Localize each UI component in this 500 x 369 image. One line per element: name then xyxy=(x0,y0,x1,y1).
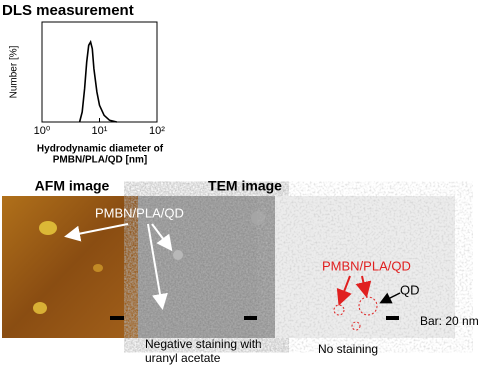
highlight xyxy=(351,321,361,331)
arrow xyxy=(379,292,401,304)
highlight xyxy=(333,304,345,316)
scale-bar xyxy=(386,316,399,320)
scale-label: Bar: 20 nm xyxy=(420,314,479,328)
caption: No staining xyxy=(318,342,378,356)
x-tick-label: 10² xyxy=(149,125,165,137)
panel-title: AFM image xyxy=(35,178,110,194)
x-tick-label: 10¹ xyxy=(92,125,108,137)
y-axis-label: Number [%] xyxy=(9,45,20,98)
tem-plain-panel: No staining xyxy=(275,196,455,356)
scale-bar xyxy=(110,316,124,320)
tem-particle xyxy=(173,250,183,260)
scale-bar xyxy=(244,316,257,320)
panel-title: TEM image xyxy=(208,178,282,194)
line xyxy=(78,39,117,123)
afm-particle xyxy=(39,221,57,235)
caption: uranyl acetate xyxy=(145,351,221,365)
chart-title: DLS measurement xyxy=(2,2,134,19)
arrow xyxy=(147,223,168,310)
caption: Negative staining with xyxy=(145,337,262,351)
highlight xyxy=(358,296,378,316)
afm-particle xyxy=(93,264,103,272)
annotation: PMBN/PLA/QD xyxy=(322,258,411,273)
arrow xyxy=(355,275,372,298)
afm-particle xyxy=(33,302,47,314)
arrow xyxy=(64,223,129,242)
annotation: PMBN/PLA/QD xyxy=(95,205,184,220)
tem-particle xyxy=(251,211,265,225)
tem-negative-panel: Negative staining with uranyl acetate xyxy=(138,196,275,365)
arrow xyxy=(151,223,173,252)
x-axis-label: PMBN/PLA/QD [nm] xyxy=(53,155,147,166)
arrow xyxy=(336,275,352,306)
annotation: QD xyxy=(400,282,420,297)
afm-image xyxy=(2,196,138,338)
afm-panel: AFM image xyxy=(2,178,138,338)
x-axis-label: Hydrodynamic diameter of xyxy=(37,144,164,155)
x-tick-label: 10⁰ xyxy=(34,125,51,137)
dls-chart: DLS measurement Number [%] Hydrodynamic … xyxy=(2,2,165,166)
